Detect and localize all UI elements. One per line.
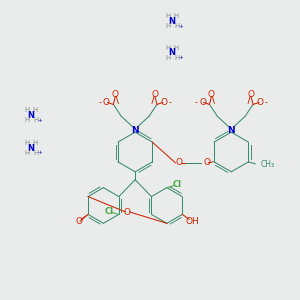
Text: +: +: [178, 56, 183, 60]
Text: N: N: [28, 143, 34, 152]
Text: H: H: [25, 117, 30, 123]
Text: H: H: [25, 140, 30, 146]
Text: H: H: [165, 23, 170, 29]
Text: O: O: [248, 90, 255, 99]
Text: CH₃: CH₃: [260, 160, 274, 169]
Text: H: H: [174, 55, 179, 61]
Text: H: H: [33, 117, 39, 123]
Text: H: H: [165, 13, 170, 19]
Text: H: H: [173, 45, 178, 51]
Text: N: N: [131, 126, 139, 135]
Text: H: H: [173, 13, 178, 19]
Text: H: H: [32, 107, 38, 113]
Text: O: O: [208, 90, 215, 99]
Text: +: +: [178, 24, 183, 29]
Text: H: H: [25, 150, 30, 156]
Text: H: H: [25, 107, 30, 113]
Text: O: O: [152, 90, 158, 99]
Text: H: H: [165, 55, 170, 61]
Text: -: -: [168, 98, 171, 107]
Text: N: N: [227, 126, 235, 135]
Text: O: O: [199, 98, 206, 107]
Text: OH: OH: [185, 217, 199, 226]
Text: O: O: [176, 158, 183, 167]
Text: H: H: [33, 150, 39, 156]
Text: Cl: Cl: [104, 207, 113, 216]
Text: O: O: [76, 217, 82, 226]
Text: +: +: [38, 118, 42, 123]
Text: O: O: [204, 158, 211, 167]
Text: -: -: [264, 98, 267, 107]
Text: N: N: [168, 48, 175, 57]
Text: O: O: [103, 98, 110, 107]
Text: -: -: [195, 98, 198, 107]
Text: N: N: [168, 17, 175, 26]
Text: N: N: [28, 111, 34, 120]
Text: O: O: [160, 98, 167, 107]
Text: H: H: [174, 23, 179, 29]
Text: -: -: [99, 98, 102, 107]
Text: H: H: [32, 140, 38, 146]
Text: O: O: [112, 90, 119, 99]
Text: H: H: [165, 45, 170, 51]
Text: +: +: [38, 151, 42, 155]
Text: Cl: Cl: [172, 180, 181, 189]
Text: O: O: [124, 208, 131, 217]
Text: O: O: [256, 98, 263, 107]
